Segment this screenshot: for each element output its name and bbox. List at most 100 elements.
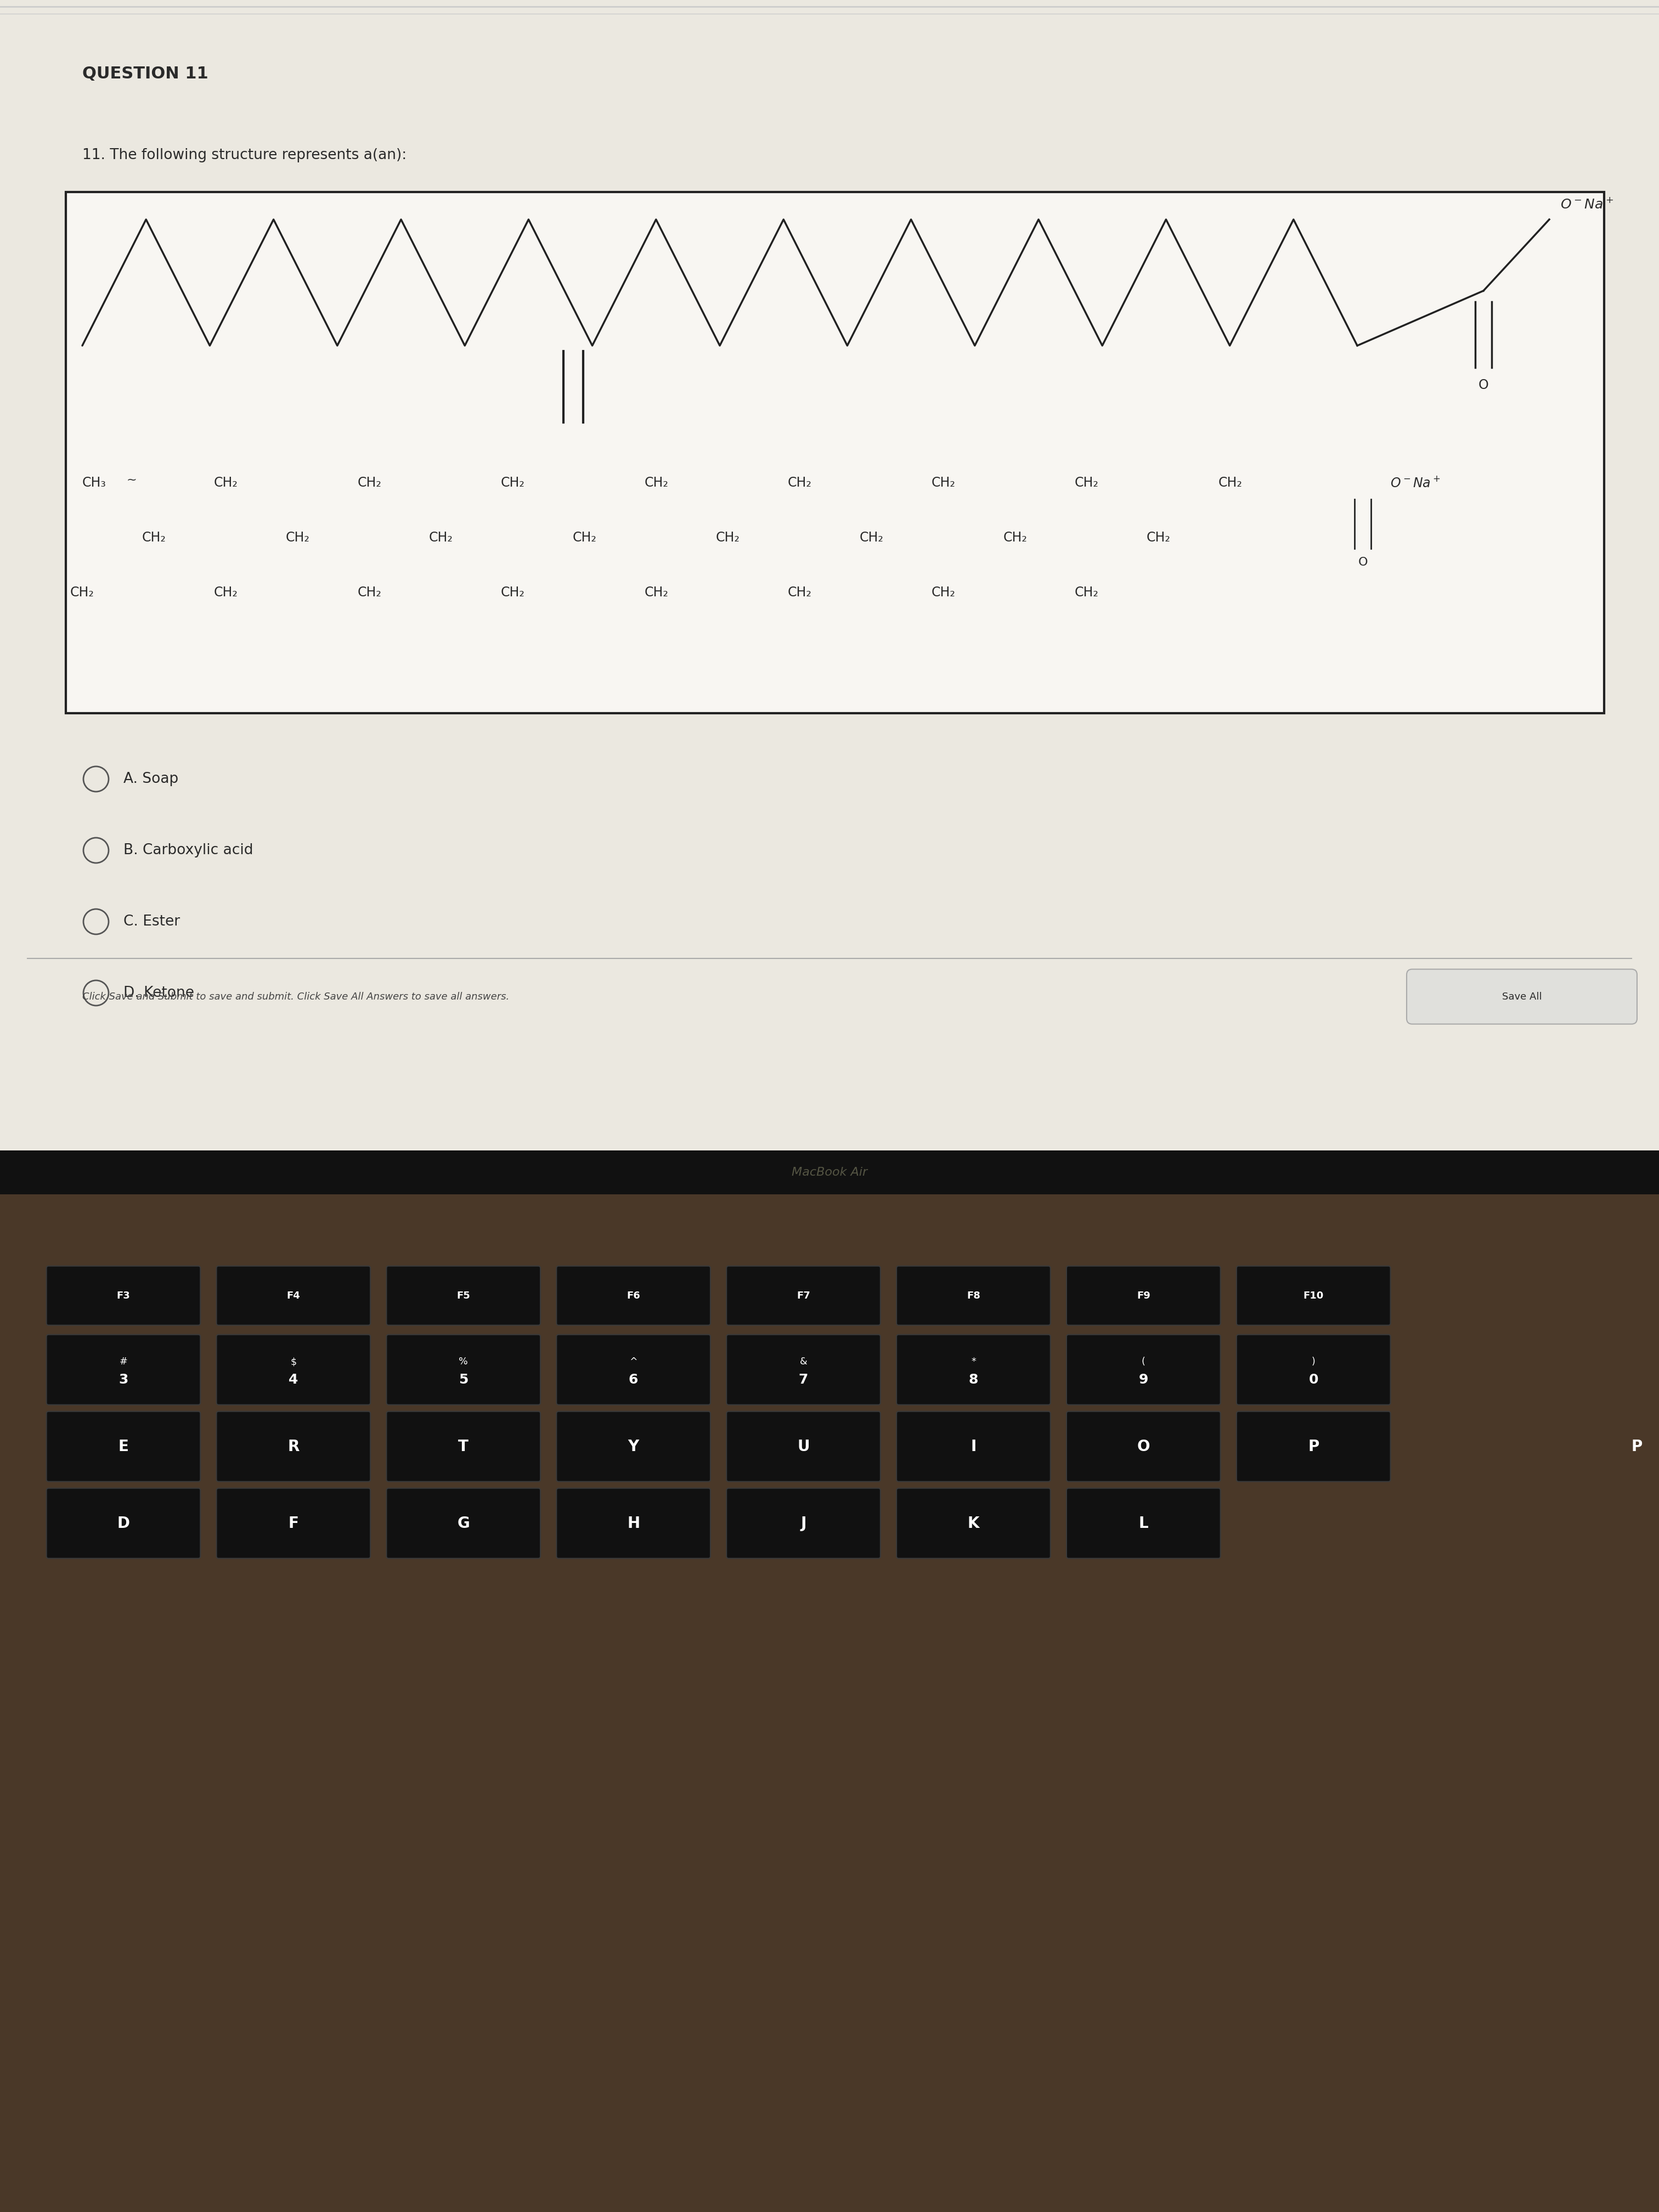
Text: J: J [801, 1515, 806, 1531]
Text: F8: F8 [967, 1290, 980, 1301]
FancyBboxPatch shape [1236, 1334, 1390, 1405]
Text: F: F [289, 1515, 299, 1531]
Text: T: T [458, 1438, 468, 1453]
FancyBboxPatch shape [387, 1334, 541, 1405]
Text: G: G [458, 1515, 469, 1531]
Text: CH₂: CH₂ [1146, 531, 1171, 544]
Text: 6: 6 [629, 1374, 639, 1387]
FancyBboxPatch shape [46, 1334, 201, 1405]
Text: CH₂: CH₂ [214, 586, 237, 599]
Text: %: % [460, 1356, 468, 1367]
Bar [0, 0, 1659, 1150]
Text: A. Soap: A. Soap [123, 772, 179, 785]
Bar [0, 1194, 1659, 2212]
Text: K: K [967, 1515, 979, 1531]
FancyBboxPatch shape [46, 1411, 201, 1482]
Text: F4: F4 [287, 1290, 300, 1301]
Text: E: E [118, 1438, 129, 1453]
Bar [0, 1150, 1659, 1194]
Text: CH₂: CH₂ [143, 531, 166, 544]
Text: CH₂: CH₂ [1075, 476, 1098, 489]
FancyBboxPatch shape [1067, 1411, 1221, 1482]
Text: CH₂: CH₂ [717, 531, 740, 544]
Text: D: D [118, 1515, 129, 1531]
Text: Save All: Save All [1501, 991, 1541, 1002]
Text: C. Ester: C. Ester [123, 914, 181, 929]
Text: O: O [1136, 1438, 1150, 1453]
Text: CH₂: CH₂ [931, 586, 956, 599]
Text: CH₂: CH₂ [931, 476, 956, 489]
FancyBboxPatch shape [1236, 1411, 1390, 1482]
FancyBboxPatch shape [387, 1265, 541, 1325]
Text: F10: F10 [1304, 1290, 1324, 1301]
FancyBboxPatch shape [1067, 1265, 1221, 1325]
FancyBboxPatch shape [556, 1411, 710, 1482]
FancyBboxPatch shape [896, 1411, 1050, 1482]
FancyBboxPatch shape [556, 1334, 710, 1405]
FancyBboxPatch shape [727, 1411, 881, 1482]
Text: O: O [1359, 557, 1367, 568]
Text: 5: 5 [458, 1374, 468, 1387]
FancyBboxPatch shape [387, 1489, 541, 1559]
Text: MacBook Air: MacBook Air [791, 1166, 868, 1177]
Text: CH₂: CH₂ [1004, 531, 1027, 544]
Text: 3: 3 [119, 1374, 128, 1387]
FancyBboxPatch shape [556, 1265, 710, 1325]
Text: QUESTION 11: QUESTION 11 [83, 66, 209, 82]
FancyBboxPatch shape [556, 1489, 710, 1559]
Text: ~: ~ [126, 476, 136, 484]
Text: CH₂: CH₂ [644, 476, 669, 489]
Text: CH₂: CH₂ [214, 476, 237, 489]
Text: F9: F9 [1136, 1290, 1150, 1301]
FancyBboxPatch shape [216, 1265, 370, 1325]
FancyBboxPatch shape [896, 1489, 1050, 1559]
Text: CH₂: CH₂ [501, 586, 524, 599]
Bar [66, 192, 1604, 712]
Text: CH₂: CH₂ [357, 586, 382, 599]
FancyBboxPatch shape [727, 1489, 881, 1559]
Text: I: I [971, 1438, 975, 1453]
Text: O: O [1478, 378, 1488, 392]
Text: *: * [971, 1356, 975, 1367]
FancyBboxPatch shape [1236, 1265, 1390, 1325]
Text: D. Ketone: D. Ketone [123, 987, 194, 1000]
Text: CH₂: CH₂ [501, 476, 524, 489]
FancyBboxPatch shape [896, 1334, 1050, 1405]
Text: L: L [1138, 1515, 1148, 1531]
Text: Y: Y [627, 1438, 639, 1453]
FancyBboxPatch shape [1067, 1334, 1221, 1405]
Text: CH₂: CH₂ [572, 531, 597, 544]
Text: CH₂: CH₂ [357, 476, 382, 489]
Text: #: # [119, 1356, 128, 1367]
Text: 0: 0 [1309, 1374, 1319, 1387]
Text: 8: 8 [969, 1374, 979, 1387]
FancyBboxPatch shape [216, 1489, 370, 1559]
Text: P: P [1631, 1438, 1642, 1453]
Text: (: ( [1141, 1356, 1145, 1367]
Bar [0, 0, 1659, 1150]
Text: CH₂: CH₂ [430, 531, 453, 544]
Text: $O^-Na^+$: $O^-Na^+$ [1390, 476, 1440, 489]
FancyBboxPatch shape [46, 1489, 201, 1559]
Text: F7: F7 [796, 1290, 810, 1301]
Text: 7: 7 [798, 1374, 808, 1387]
FancyBboxPatch shape [1067, 1489, 1221, 1559]
Text: P: P [1307, 1438, 1319, 1453]
FancyBboxPatch shape [896, 1265, 1050, 1325]
Text: CH₂: CH₂ [788, 586, 811, 599]
Text: CH₂: CH₂ [1218, 476, 1243, 489]
Text: 9: 9 [1138, 1374, 1148, 1387]
Text: CH₂: CH₂ [859, 531, 884, 544]
FancyBboxPatch shape [1407, 969, 1637, 1024]
Text: ^: ^ [629, 1356, 637, 1367]
Text: F5: F5 [456, 1290, 469, 1301]
FancyBboxPatch shape [46, 1265, 201, 1325]
Text: CH₂: CH₂ [285, 531, 310, 544]
Text: F6: F6 [627, 1290, 640, 1301]
Text: $O^-Na^+$: $O^-Na^+$ [1559, 197, 1614, 210]
Text: CH₂: CH₂ [788, 476, 811, 489]
FancyBboxPatch shape [727, 1334, 881, 1405]
Text: CH₃: CH₃ [83, 476, 106, 489]
Text: B. Carboxylic acid: B. Carboxylic acid [123, 843, 254, 858]
Text: ): ) [1312, 1356, 1316, 1367]
